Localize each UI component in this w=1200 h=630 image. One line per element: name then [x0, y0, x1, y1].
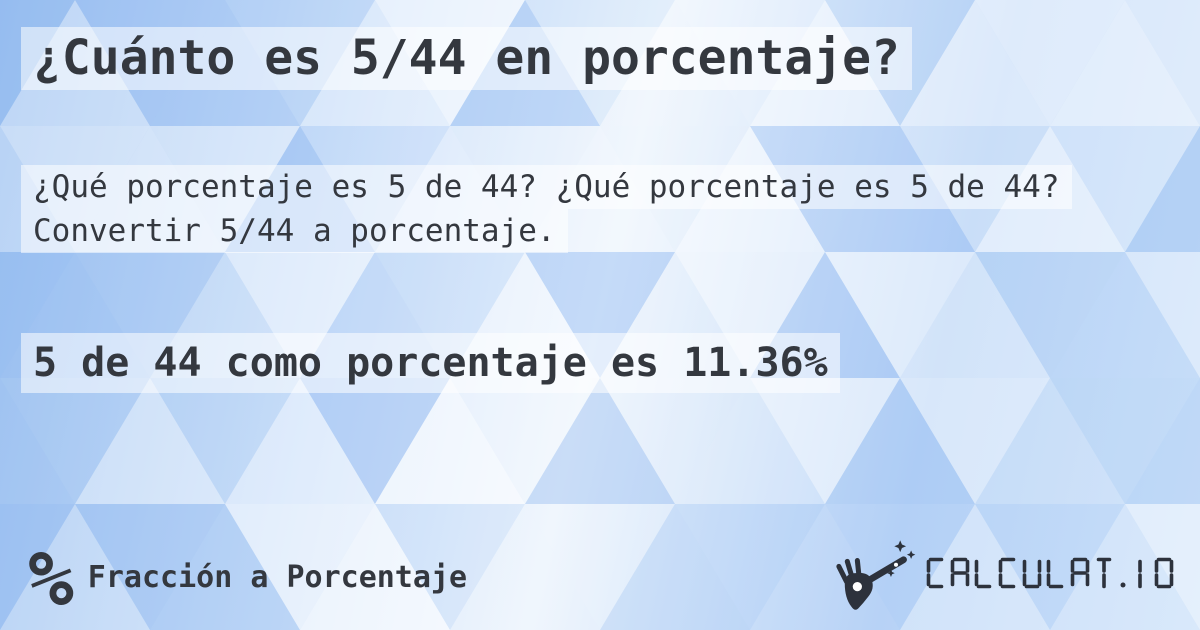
logo-wordmark	[926, 557, 1174, 591]
category-label: Fracción a Porcentaje	[87, 559, 468, 595]
description-line: ¿Qué porcentaje es 5 de 44? ¿Qué porcent…	[21, 165, 1072, 209]
percent-icon: %	[28, 534, 74, 623]
description-line: Convertir 5/44 a porcentaje.	[21, 209, 568, 253]
magic-wand-hand-icon	[833, 536, 917, 612]
category-footer: % Fracción a Porcentaje	[28, 534, 468, 623]
description: ¿Qué porcentaje es 5 de 44? ¿Qué porcent…	[21, 165, 1072, 253]
page-title: ¿Cuánto es 5/44 en porcentaje?	[21, 27, 912, 90]
answer-text: 5 de 44 como porcentaje es 11.36%	[21, 333, 840, 393]
calculatio-logo	[833, 536, 1174, 612]
